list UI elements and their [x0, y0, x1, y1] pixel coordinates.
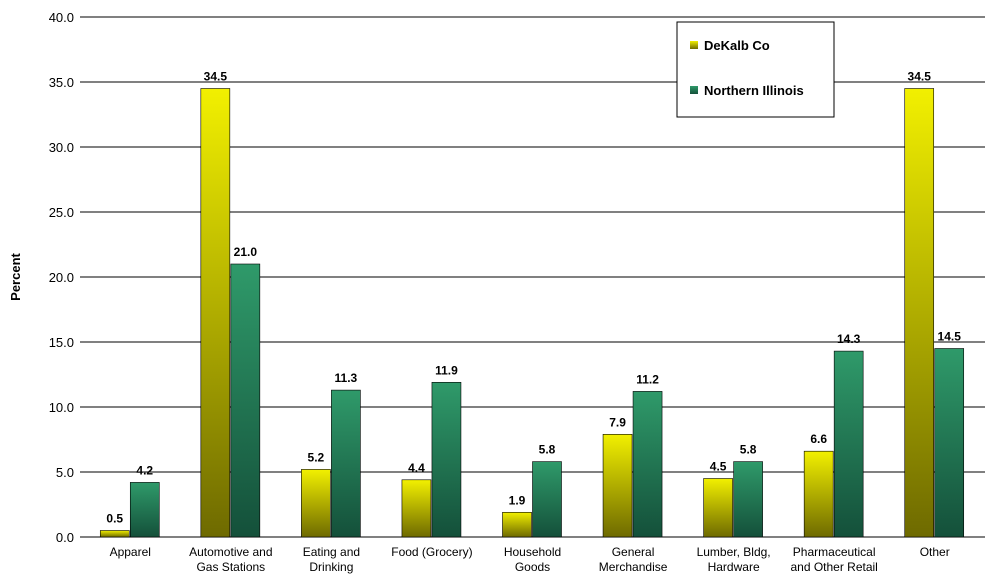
category-label: Eating and Drinking [303, 545, 360, 574]
bar-dekalb [200, 88, 231, 538]
bar-dekalb [904, 88, 935, 538]
data-label-northern-illinois: 4.2 [136, 463, 153, 477]
data-label-dekalb: 6.6 [810, 432, 827, 446]
category-label-line: Drinking [309, 560, 353, 574]
category-label-line: Pharmaceutical [793, 545, 876, 559]
y-tick-label: 0.0 [56, 530, 74, 545]
bar-northern-illinois [833, 350, 864, 538]
legend-label-northern-illinois: Northern Illinois [704, 83, 804, 98]
y-axis-ticks: 0.0 5.0 10.0 15.0 20.0 25.0 30.0 35.0 40.0 [49, 10, 74, 545]
category-label: Food (Grocery) [391, 545, 472, 559]
data-label-northern-illinois: 5.8 [740, 443, 757, 457]
category-labels: Apparel Automotive and Gas Stations Eating … [110, 545, 950, 574]
category-label: Other [920, 545, 950, 559]
category-label-line: Household [504, 545, 561, 559]
category-label-line: Other [920, 545, 950, 559]
data-label-northern-illinois: 11.3 [335, 371, 358, 385]
category-label-line: and Other Retail [790, 560, 877, 574]
data-label-dekalb: 0.5 [106, 512, 123, 526]
bar-dekalb [401, 479, 432, 538]
bar-dekalb [502, 511, 532, 538]
legend-box [676, 21, 835, 118]
bar-northern-illinois [733, 461, 763, 538]
category-label: General Merchandise [599, 545, 668, 574]
data-label-dekalb: 4.4 [408, 461, 425, 475]
legend-label-dekalb: DeKalb Co [704, 38, 770, 53]
y-tick-label: 20.0 [49, 270, 74, 285]
bar-northern-illinois [129, 482, 160, 538]
bar-dekalb [803, 450, 834, 538]
y-tick-label: 40.0 [49, 10, 74, 25]
data-label-dekalb: 34.5 [908, 70, 932, 84]
bars [99, 88, 965, 538]
category-label-line: Food (Grocery) [391, 545, 472, 559]
y-tick-label: 30.0 [49, 140, 74, 155]
bar-northern-illinois [431, 381, 462, 538]
data-label-northern-illinois: 21.0 [234, 245, 258, 259]
category-label: Household Goods [504, 545, 561, 574]
category-label: Pharmaceutical and Other Retail [790, 545, 877, 574]
legend: DeKalb Co Northern Illinois [676, 21, 835, 118]
y-tick-label: 35.0 [49, 75, 74, 90]
bar-dekalb [703, 478, 733, 538]
bar-northern-illinois [331, 389, 361, 538]
category-label-line: Apparel [110, 545, 151, 559]
y-tick-label: 10.0 [49, 400, 74, 415]
bar-northern-illinois [532, 461, 562, 538]
category-label-line: Gas Stations [196, 560, 265, 574]
data-label-dekalb: 7.9 [609, 415, 626, 429]
category-label-line: General [612, 545, 655, 559]
data-label-dekalb: 4.5 [710, 460, 727, 474]
bar-northern-illinois [934, 348, 965, 538]
legend-swatch-northern-illinois [690, 86, 698, 94]
bar-dekalb [301, 469, 331, 538]
data-label-northern-illinois: 14.5 [938, 330, 962, 344]
category-label-line: Hardware [708, 560, 760, 574]
category-label: Automotive and Gas Stations [189, 545, 272, 574]
data-label-dekalb: 5.2 [308, 450, 325, 464]
category-label: Lumber, Bldg, Hardware [697, 545, 771, 574]
bar-northern-illinois [632, 391, 663, 538]
category-label-line: Merchandise [599, 560, 668, 574]
data-label-northern-illinois: 11.2 [636, 372, 659, 386]
data-labels: 0.5 4.2 34.5 21.0 5.2 11.3 4.4 11.9 1.9 5.8 7.9 11.… [106, 70, 961, 526]
data-label-dekalb: 34.5 [204, 70, 228, 84]
data-label-northern-illinois: 11.9 [435, 363, 458, 377]
bar-dekalb [99, 530, 130, 538]
data-label-northern-illinois: 5.8 [539, 443, 556, 457]
bar-northern-illinois [230, 263, 261, 538]
category-label-line: Eating and [303, 545, 360, 559]
category-label-line: Goods [515, 560, 550, 574]
data-label-dekalb: 1.9 [509, 493, 526, 507]
bar-dekalb [602, 433, 633, 538]
data-label-northern-illinois: 14.3 [837, 332, 861, 346]
category-label: Apparel [110, 545, 151, 559]
legend-swatch-dekalb [690, 41, 698, 49]
category-label-line: Automotive and [189, 545, 272, 559]
y-tick-label: 25.0 [49, 205, 74, 220]
category-label-line: Lumber, Bldg, [697, 545, 771, 559]
y-tick-label: 15.0 [49, 335, 74, 350]
y-axis-label: Percent [8, 252, 23, 300]
y-tick-label: 5.0 [56, 465, 74, 480]
